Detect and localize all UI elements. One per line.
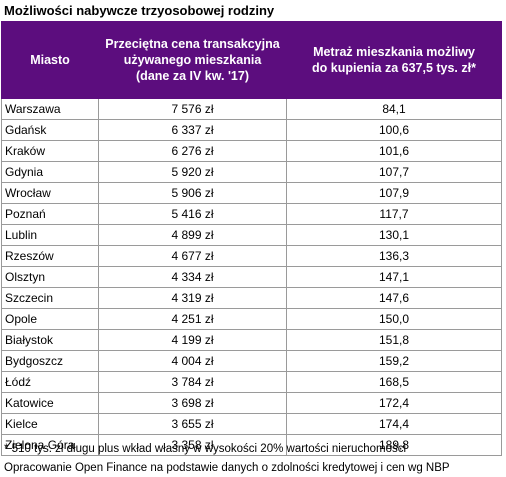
- city-cell: Warszawa: [1, 98, 99, 120]
- area-cell: 189,8: [286, 434, 502, 456]
- price-cell: 6 276 zł: [98, 140, 287, 162]
- city-cell: Gdynia: [1, 161, 99, 183]
- price-cell: 7 576 zł: [98, 98, 287, 120]
- city-cell: Bydgoszcz: [1, 350, 99, 372]
- city-cell: Lublin: [1, 224, 99, 246]
- price-cell: 4 319 zł: [98, 287, 287, 309]
- price-cell: 4 251 zł: [98, 308, 287, 330]
- header-price-line-3: (dane za IV kw. '17): [136, 69, 249, 83]
- area-cell: 101,6: [286, 140, 502, 162]
- table-row: Opole 4 251 zł 150,0: [1, 308, 502, 330]
- area-cell: 159,2: [286, 350, 502, 372]
- price-cell: 4 004 zł: [98, 350, 287, 372]
- area-cell: 136,3: [286, 245, 502, 267]
- city-cell: Białystok: [1, 329, 99, 351]
- city-cell: Katowice: [1, 392, 99, 414]
- table-row: Łódź 3 784 zł 168,5: [1, 371, 502, 393]
- city-cell: Łódź: [1, 371, 99, 393]
- city-cell: Poznań: [1, 203, 99, 225]
- header-price-line-2: używanego mieszkania: [123, 53, 262, 67]
- area-cell: 107,7: [286, 161, 502, 183]
- price-cell: 4 199 zł: [98, 329, 287, 351]
- table-row: Zielona Góra 3 358 zł 189,8: [1, 434, 502, 456]
- header-row: Miasto Przeciętna cena transakcyjna używ…: [1, 21, 502, 99]
- table-row: Lublin 4 899 zł 130,1: [1, 224, 502, 246]
- table-row: Olsztyn 4 334 zł 147,1: [1, 266, 502, 288]
- price-cell: 3 655 zł: [98, 413, 287, 435]
- city-cell: Olsztyn: [1, 266, 99, 288]
- city-cell: Zielona Góra: [1, 434, 99, 456]
- area-cell: 150,0: [286, 308, 502, 330]
- table-row: Katowice 3 698 zł 172,4: [1, 392, 502, 414]
- price-cell: 6 337 zł: [98, 119, 287, 141]
- footnote-debt: * 510 tys. zł długu plus wkład własny w …: [4, 443, 407, 455]
- price-cell: 4 334 zł: [98, 266, 287, 288]
- area-cell: 147,1: [286, 266, 502, 288]
- city-cell: Kraków: [1, 140, 99, 162]
- table-row: Kraków 6 276 zł 101,6: [1, 140, 502, 162]
- purchasing-power-table: Miasto Przeciętna cena transakcyjna używ…: [1, 21, 502, 456]
- city-cell: Wrocław: [1, 182, 99, 204]
- table-row: Szczecin 4 319 zł 147,6: [1, 287, 502, 309]
- price-cell: 4 677 zł: [98, 245, 287, 267]
- city-cell: Opole: [1, 308, 99, 330]
- table-row: Rzeszów 4 677 zł 136,3: [1, 245, 502, 267]
- area-cell: 107,9: [286, 182, 502, 204]
- header-area: Metraż mieszkania możliwy do kupienia za…: [286, 21, 502, 99]
- table-row: Wrocław 5 906 zł 107,9: [1, 182, 502, 204]
- table-row: Bydgoszcz 4 004 zł 159,2: [1, 350, 502, 372]
- area-cell: 147,6: [286, 287, 502, 309]
- table-row: Białystok 4 199 zł 151,8: [1, 329, 502, 351]
- price-cell: 5 416 zł: [98, 203, 287, 225]
- area-cell: 151,8: [286, 329, 502, 351]
- price-cell: 4 899 zł: [98, 224, 287, 246]
- header-city: Miasto: [1, 21, 99, 99]
- city-cell: Szczecin: [1, 287, 99, 309]
- table-row: Warszawa 7 576 zł 84,1: [1, 98, 502, 120]
- price-cell: 5 906 zł: [98, 182, 287, 204]
- table-title: Możliwości nabywcze trzyosobowej rodziny: [4, 3, 275, 18]
- area-cell: 172,4: [286, 392, 502, 414]
- table-row: Gdynia 5 920 zł 107,7: [1, 161, 502, 183]
- footnote-source: Opracowanie Open Finance na podstawie da…: [4, 462, 450, 474]
- city-cell: Gdańsk: [1, 119, 99, 141]
- table-row: Poznań 5 416 zł 117,7: [1, 203, 502, 225]
- city-cell: Rzeszów: [1, 245, 99, 267]
- area-cell: 100,6: [286, 119, 502, 141]
- area-cell: 174,4: [286, 413, 502, 435]
- table-row: Gdańsk 6 337 zł 100,6: [1, 119, 502, 141]
- table-row: Kielce 3 655 zł 174,4: [1, 413, 502, 435]
- price-cell: 5 920 zł: [98, 161, 287, 183]
- table-body: Warszawa 7 576 zł 84,1 Gdańsk 6 337 zł 100,6 K…: [1, 98, 502, 456]
- area-cell: 117,7: [286, 203, 502, 225]
- header-price: Przeciętna cena transakcyjna używanego m…: [98, 21, 287, 99]
- area-cell: 130,1: [286, 224, 502, 246]
- header-area-line-1: Metraż mieszkania możliwy: [313, 45, 475, 59]
- price-cell: 3 698 zł: [98, 392, 287, 414]
- header-city-line: Miasto: [30, 53, 70, 67]
- area-cell: 84,1: [286, 98, 502, 120]
- header-area-line-2: do kupienia za 637,5 tys. zł*: [312, 61, 476, 75]
- price-cell: 3 784 zł: [98, 371, 287, 393]
- area-cell: 168,5: [286, 371, 502, 393]
- header-price-line-1: Przeciętna cena transakcyjna: [105, 37, 280, 51]
- city-cell: Kielce: [1, 413, 99, 435]
